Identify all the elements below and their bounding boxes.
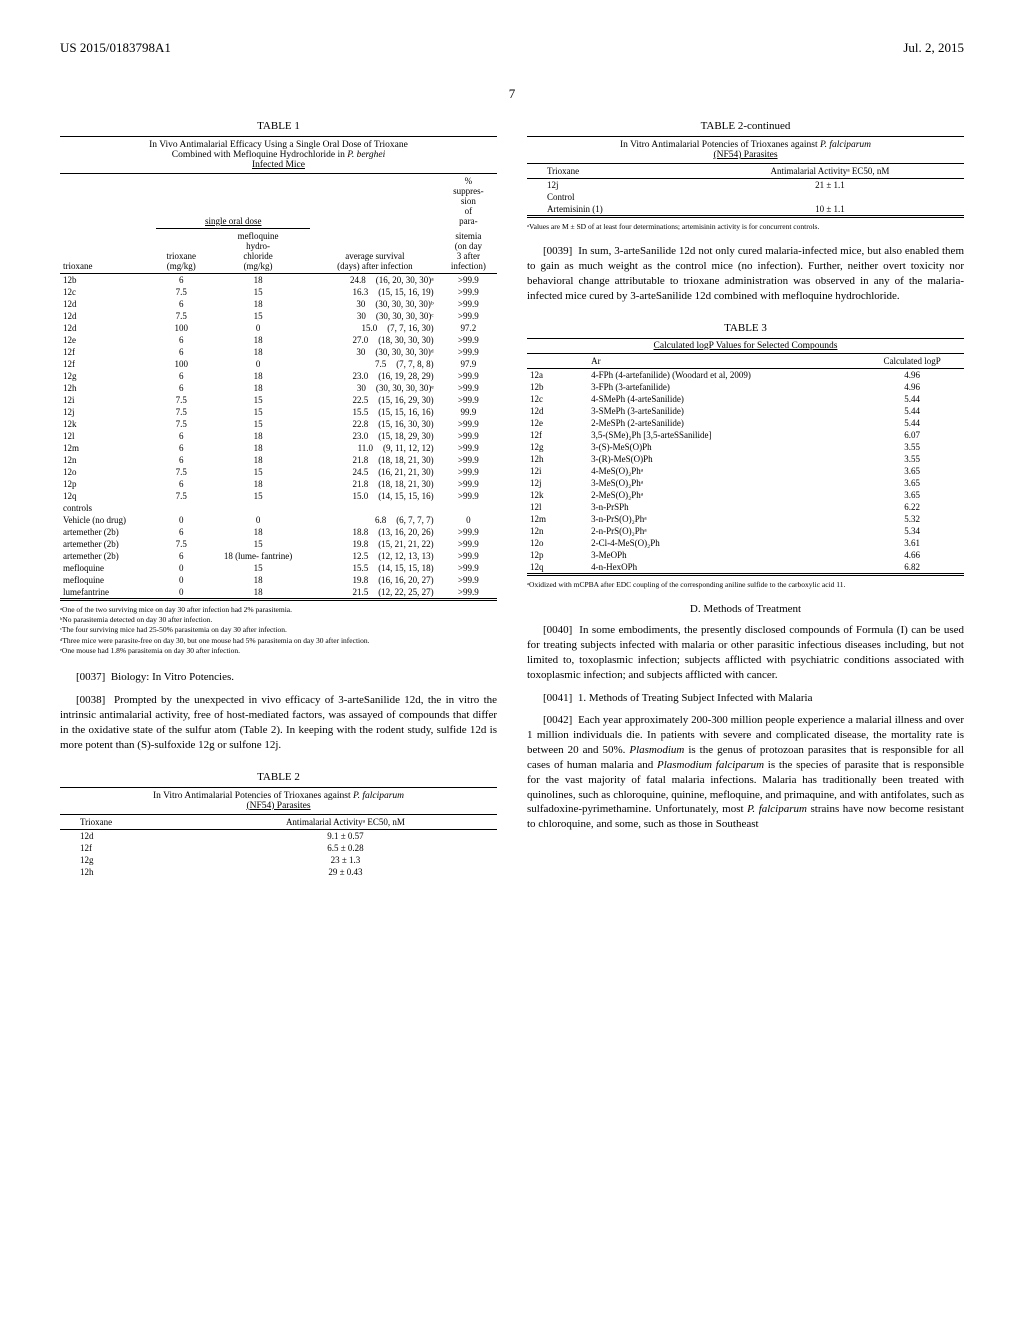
- table-row: artemether (2b)618 (lume- fantrine)12.5(…: [60, 550, 497, 562]
- para-0042: [0042] Each year approximately 200-300 m…: [527, 713, 964, 832]
- para-0037: [0037] Biology: In Vitro Potencies.: [60, 670, 497, 685]
- para-0040: [0040] In some embodiments, the presentl…: [527, 623, 964, 682]
- table-row: 12o7.51524.5(16, 21, 21, 30)>99.9: [60, 466, 497, 478]
- table-row: 12h61830(30, 30, 30, 30)ᵉ>99.9: [60, 382, 497, 394]
- table3-label: TABLE 3: [527, 322, 964, 334]
- table-row: artemether (2b)7.51519.8(15, 21, 21, 22)…: [60, 538, 497, 550]
- para-0041: [0041] 1. Methods of Treating Subject In…: [527, 691, 964, 706]
- table-row: 12h3-(R)-MeS(O)Ph3.55: [527, 453, 964, 465]
- page-number: 7: [60, 86, 964, 102]
- table-row: 12i7.51522.5(15, 16, 29, 30)>99.9: [60, 394, 497, 406]
- table-row: 12d61830(30, 30, 30, 30)ᵇ>99.9: [60, 298, 497, 310]
- table1-caption: In Vivo Antimalarial Efficacy Using a Si…: [60, 136, 497, 174]
- para-0039: [0039] In sum, 3-arteSanilide 12d not on…: [527, 244, 964, 303]
- table3-footnote: ᵃOxidized with mCPBA after EDC coupling …: [527, 580, 964, 589]
- doc-id: US 2015/0183798A1: [60, 40, 171, 56]
- table-row: 12k7.51522.8(15, 16, 30, 30)>99.9: [60, 418, 497, 430]
- table-row: 12j7.51515.5(15, 15, 16, 16)99.9: [60, 406, 497, 418]
- table1-footnotes: ᵃOne of the two surviving mice on day 30…: [60, 605, 497, 656]
- left-column: TABLE 1 In Vivo Antimalarial Efficacy Us…: [60, 120, 497, 878]
- doc-date: Jul. 2, 2015: [903, 40, 964, 56]
- table-row: 12d100015.0(7, 7, 16, 30)97.2: [60, 322, 497, 334]
- table-row: 12p61821.8(18, 18, 21, 30)>99.9: [60, 478, 497, 490]
- table-row: controls: [60, 502, 497, 514]
- table-row: 12b3-FPh (3-artefanilide)4.96: [527, 381, 964, 393]
- table-row: 12f10007.5(7, 7, 8, 8)97.9: [60, 358, 497, 370]
- table3: Ar Calculated logP 12a4-FPh (4-artefanil…: [527, 354, 964, 573]
- table-row: 12b61824.8(16, 20, 30, 30)ᵃ>99.9: [60, 273, 497, 286]
- table-row: lumefantrine01821.5(12, 22, 25, 27)>99.9: [60, 586, 497, 598]
- table-row: 12j3-MeS(O)₂Phᵃ3.65: [527, 477, 964, 489]
- table-row: artemether (2b)61818.8(13, 16, 20, 26)>9…: [60, 526, 497, 538]
- table-row: 12i4-MeS(O)₂Phᵃ3.65: [527, 465, 964, 477]
- table-row: 12j21 ± 1.1: [527, 179, 964, 192]
- table-row: 12m61811.0(9, 11, 12, 12)>99.9: [60, 442, 497, 454]
- table2-caption: In Vitro Antimalarial Potencies of Triox…: [60, 787, 497, 815]
- table-row: 12c7.51516.3(15, 15, 16, 19)>99.9: [60, 286, 497, 298]
- table-row: 12d3-SMePh (3-arteSanilide)5.44: [527, 405, 964, 417]
- table2-continued: TrioxaneAntimalarial Activityᵃ EC50, nM …: [527, 164, 964, 215]
- table2c-label: TABLE 2-continued: [527, 120, 964, 132]
- table2c-caption: In Vitro Antimalarial Potencies of Triox…: [527, 136, 964, 164]
- table-row: mefloquine01515.5(14, 15, 15, 18)>99.9: [60, 562, 497, 574]
- table-row: 12q4-n-HexOPh6.82: [527, 561, 964, 573]
- table-row: 12k2-MeS(O)₂Phᵃ3.65: [527, 489, 964, 501]
- table1-label: TABLE 1: [60, 120, 497, 132]
- table1: single oral dose %suppres-sionofpara- tr…: [60, 174, 497, 598]
- table-row: 12g61823.0(16, 19, 28, 29)>99.9: [60, 370, 497, 382]
- table-row: Vehicle (no drug)006.8(6, 7, 7, 7)0: [60, 514, 497, 526]
- table-row: 12n61821.8(18, 18, 21, 30)>99.9: [60, 454, 497, 466]
- table-row: 12f61830(30, 30, 30, 30)ᵈ>99.9: [60, 346, 497, 358]
- table-row: 12q7.51515.0(14, 15, 15, 16)>99.9: [60, 490, 497, 502]
- table-row: 12p3-MeOPh4.66: [527, 549, 964, 561]
- table-row: 12m3-n-PrS(O)₂Phᵃ5.32: [527, 513, 964, 525]
- table-row: 12l61823.0(15, 18, 29, 30)>99.9: [60, 430, 497, 442]
- section-d-head: D. Methods of Treatment: [527, 603, 964, 615]
- table-row: 12o2-Cl-4-MeS(O)₂Ph3.61: [527, 537, 964, 549]
- table2-label: TABLE 2: [60, 771, 497, 783]
- table-row: 12l3-n-PrSPh6.22: [527, 501, 964, 513]
- table-row: 12h29 ± 0.43: [60, 866, 497, 878]
- para-0038: [0038] Prompted by the unexpected in viv…: [60, 693, 497, 752]
- table-row: Artemisinin (1)10 ± 1.1: [527, 203, 964, 215]
- table-row: 12n2-n-PrS(O)₂Phᵃ5.34: [527, 525, 964, 537]
- table-row: 12e2-MeSPh (2-arteSanilide)5.44: [527, 417, 964, 429]
- table2-footnote: ᵃValues are M ± SD of at least four dete…: [527, 222, 964, 231]
- table-row: 12g23 ± 1.3: [60, 854, 497, 866]
- table-row: 12d7.51530(30, 30, 30, 30)ᶜ>99.9: [60, 310, 497, 322]
- table-row: 12e61827.0(18, 30, 30, 30)>99.9: [60, 334, 497, 346]
- table-row: 12d9.1 ± 0.57: [60, 829, 497, 842]
- right-column: TABLE 2-continued In Vitro Antimalarial …: [527, 120, 964, 878]
- table-row: Control: [527, 191, 964, 203]
- table-row: 12a4-FPh (4-artefanilide) (Woodard et al…: [527, 368, 964, 381]
- table-row: 12f6.5 ± 0.28: [60, 842, 497, 854]
- page-header: US 2015/0183798A1 Jul. 2, 2015: [60, 40, 964, 56]
- table-row: 12c4-SMePh (4-arteSanilide)5.44: [527, 393, 964, 405]
- table-row: 12g3-(S)-MeS(O)Ph3.55: [527, 441, 964, 453]
- table-row: 12f3,5-(SMe)₂Ph [3,5-arteSSanilide]6.07: [527, 429, 964, 441]
- table2: TrioxaneAntimalarial Activityᵃ EC50, nM …: [60, 815, 497, 878]
- table-row: mefloquine01819.8(16, 16, 20, 27)>99.9: [60, 574, 497, 586]
